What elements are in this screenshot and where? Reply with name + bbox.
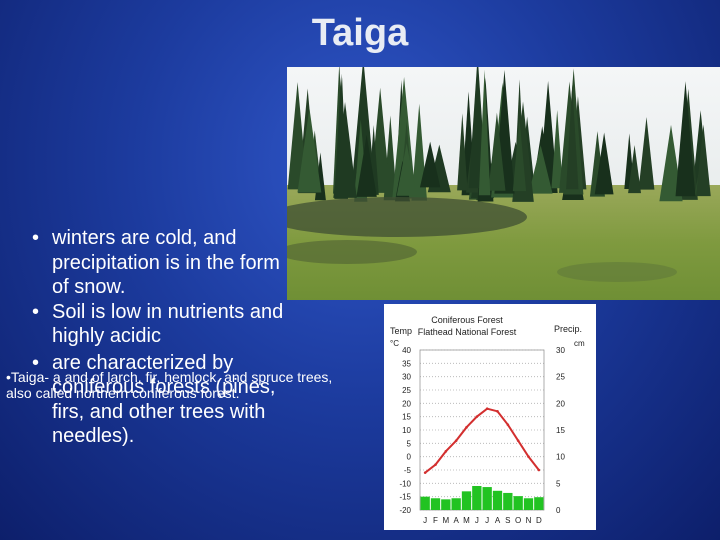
temp-tick-label: 10	[402, 426, 411, 435]
temp-tick-label: 0	[407, 453, 412, 462]
tree-shape	[419, 141, 441, 188]
tree-shape	[628, 145, 642, 194]
taiga-definition-note: •Taiga- a and of larch, fir, hemlock, an…	[6, 369, 333, 401]
tree-shape	[333, 101, 357, 198]
temp-axis-unit: °C	[390, 339, 399, 348]
precip-bar	[420, 496, 430, 510]
temp-axis-label: Temp	[390, 326, 412, 336]
month-tick-label: M	[442, 516, 449, 525]
precip-tick-label: 15	[556, 426, 565, 435]
tree-shape	[528, 145, 553, 194]
temperature-point	[496, 410, 499, 413]
temp-tick-label: -10	[399, 479, 411, 488]
month-tick-label: A	[495, 516, 501, 525]
bullet-marker: •	[32, 351, 40, 374]
temp-tick-label: 40	[402, 346, 411, 355]
tree-shape	[488, 112, 506, 191]
bullet-item: • Soil is low in nutrients and highly ac…	[32, 300, 302, 349]
bullet-marker: •	[32, 227, 40, 249]
tree-shape	[675, 81, 696, 197]
tree-shape	[396, 143, 417, 196]
bullet-text: winters are cold, and precipitation is i…	[52, 227, 280, 298]
bullet-text: are characterized by coniferous forests …	[52, 351, 276, 448]
temperature-point	[434, 463, 437, 466]
climate-chart-svg: Coniferous Forest Flathead National Fore…	[390, 315, 585, 525]
month-tick-label: J	[485, 516, 489, 525]
precip-tick-label: 20	[556, 399, 565, 408]
month-tick-label: J	[423, 516, 427, 525]
precip-tick-label: 10	[556, 453, 565, 462]
precip-axis-unit: cm	[574, 339, 585, 348]
month-tick-label: O	[515, 516, 521, 525]
tree-shape	[594, 132, 614, 195]
month-tick-label: M	[463, 516, 470, 525]
precip-bar	[461, 491, 472, 510]
precip-bar	[430, 498, 441, 510]
precip-tick-label: 0	[556, 506, 561, 515]
month-tick-label: S	[505, 516, 510, 525]
tree-shape	[696, 124, 711, 197]
precip-bar	[492, 490, 503, 510]
precip-bar	[523, 498, 534, 510]
temp-tick-label: 25	[402, 386, 411, 395]
month-tick-label: D	[536, 516, 542, 525]
bullet-marker: •	[32, 300, 40, 323]
chart-subtitle: Flathead National Forest	[418, 327, 517, 337]
taiga-forest-photo	[287, 67, 720, 300]
temperature-point	[506, 423, 510, 426]
tree-shape	[566, 85, 579, 190]
temperature-point	[516, 439, 520, 442]
bullet-list: • winters are cold, and precipitation is…	[32, 226, 302, 449]
precip-tick-label: 5	[556, 479, 561, 488]
temperature-point	[444, 450, 448, 453]
month-tick-label: A	[453, 516, 459, 525]
temp-tick-label: 20	[402, 399, 411, 408]
climate-chart: Coniferous Forest Flathead National Fore…	[384, 304, 596, 530]
forest-image	[287, 67, 720, 300]
temperature-point	[454, 439, 458, 442]
temp-tick-label: -20	[399, 506, 411, 515]
temperature-point	[527, 455, 530, 458]
precip-bar	[503, 492, 513, 510]
tree-shape	[512, 118, 527, 192]
temperature-point	[423, 471, 427, 474]
month-tick-label: F	[433, 516, 438, 525]
month-tick-label: J	[475, 516, 479, 525]
bullet-item: • winters are cold, and precipitation is…	[32, 226, 302, 300]
temperature-line	[424, 407, 540, 474]
precip-bar	[451, 498, 461, 510]
tree-shape	[551, 109, 563, 189]
temperature-point	[465, 426, 468, 429]
temp-tick-label: 30	[402, 373, 411, 382]
tree-shape	[356, 134, 377, 197]
precip-bar	[441, 499, 451, 510]
slide-title: Taiga	[311, 12, 409, 54]
precip-bar	[513, 496, 523, 510]
precip-bar	[482, 487, 492, 510]
chart-title: Coniferous Forest	[431, 315, 503, 325]
temperature-point	[475, 415, 479, 418]
precip-tick-label: 30	[556, 346, 565, 355]
precip-axis-label: Precip.	[554, 324, 582, 334]
tree-shape	[297, 108, 322, 193]
precip-bar	[534, 497, 544, 510]
temp-tick-label: 35	[402, 359, 411, 368]
plot-frame	[419, 349, 545, 511]
temp-tick-label: 5	[407, 439, 412, 448]
temp-tick-label: -5	[404, 466, 412, 475]
tree-shape	[457, 113, 468, 191]
temperature-point	[537, 468, 541, 472]
month-tick-label: N	[526, 516, 532, 525]
tree-shape	[478, 69, 491, 196]
temp-tick-label: -15	[399, 493, 411, 502]
temp-tick-label: 15	[402, 413, 411, 422]
precip-tick-label: 25	[556, 373, 565, 382]
bullet-text: Soil is low in nutrients and highly acid…	[52, 300, 284, 348]
precip-bar	[472, 486, 482, 510]
temperature-point	[485, 407, 489, 410]
tree-shape	[638, 116, 655, 190]
bullet-item: • are characterized by coniferous forest…	[32, 351, 302, 449]
